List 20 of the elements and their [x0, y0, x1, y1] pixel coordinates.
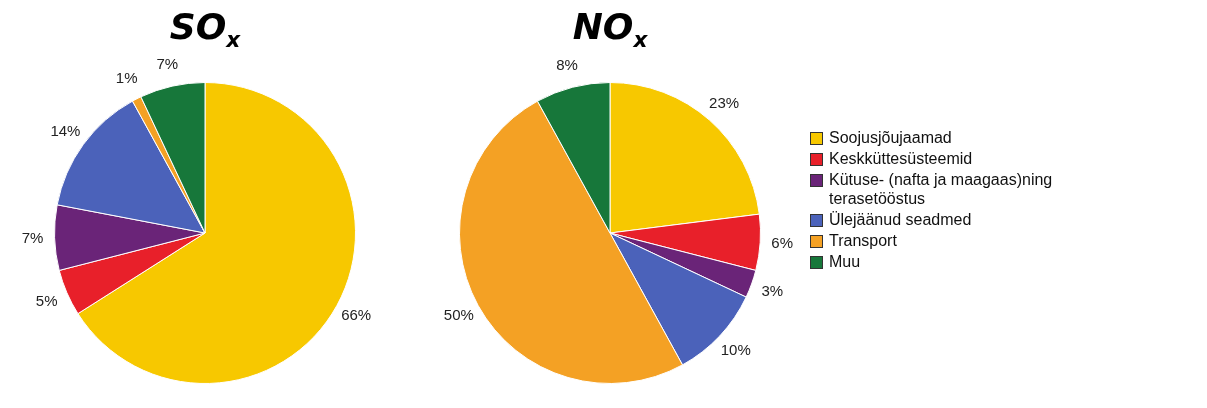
data-label: 23% — [709, 93, 740, 111]
legend-label: Muu — [829, 252, 861, 271]
data-label: 5% — [35, 291, 58, 309]
data-label: 14% — [50, 121, 81, 139]
data-label: 3% — [761, 281, 784, 299]
data-label: 7% — [21, 228, 44, 246]
data-label: 6% — [771, 233, 793, 251]
data-label: 8% — [556, 56, 578, 74]
legend-label: Ülejäänud seadmed — [829, 210, 972, 229]
chart-title: NO$_{x}$ — [572, 5, 648, 53]
data-label: 10% — [720, 341, 751, 359]
legend-label: Soojusjõujaamad — [829, 128, 952, 147]
data-label: 7% — [156, 54, 179, 72]
legend-label: Keskküttesüsteemid — [829, 149, 973, 168]
chart-title: SO$_{x}$ — [169, 5, 241, 53]
data-label: 50% — [443, 306, 474, 324]
legend-label: Transport — [829, 231, 897, 250]
data-label: 66% — [341, 306, 372, 324]
data-label: 1% — [115, 69, 138, 87]
legend-label: Kütuse- (nafta ja maagaas)ning terasetööstus — [829, 170, 1054, 208]
